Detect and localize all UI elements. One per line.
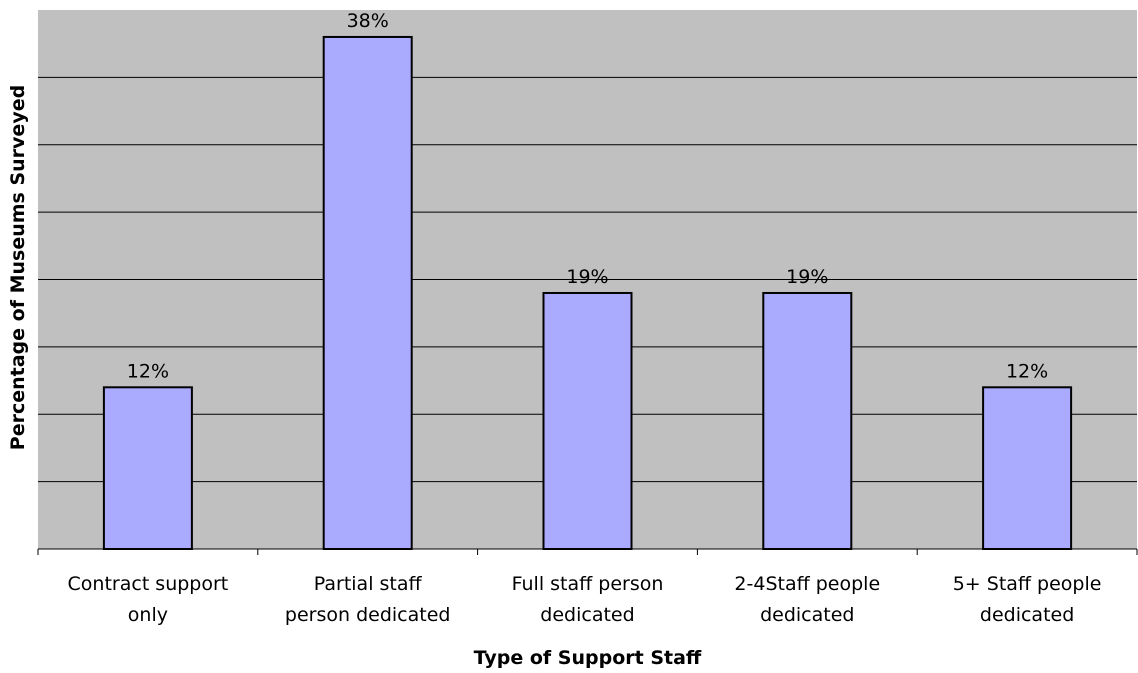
x-tick-label: Contract support only xyxy=(68,573,229,626)
data-label: 12% xyxy=(127,360,169,382)
data-label: 19% xyxy=(786,266,828,288)
bar xyxy=(102,386,193,550)
data-label: 38% xyxy=(347,10,389,32)
x-tick-label: 2-4Staff people dedicated xyxy=(734,573,880,626)
x-tick-label: 5+ Staff people dedicated xyxy=(953,573,1102,626)
x-tick-label: Partial staff person dedicated xyxy=(285,573,451,626)
x-tick-labels: Contract support only Partial staff person … xyxy=(68,573,1102,626)
bar xyxy=(322,35,413,550)
x-tick-label: Full staff person dedicated xyxy=(512,573,664,626)
bar xyxy=(762,291,853,550)
y-axis-title: Percentage of Museums Surveyed xyxy=(7,85,29,450)
x-axis-title: Type of Support Staff xyxy=(474,647,702,669)
data-label: 12% xyxy=(1006,360,1048,382)
x-axis xyxy=(37,548,1138,555)
data-label: 19% xyxy=(566,266,608,288)
data-labels: 12% 38% 19% 19% 12% xyxy=(127,10,1048,382)
bar xyxy=(982,386,1073,550)
bar xyxy=(542,291,633,550)
